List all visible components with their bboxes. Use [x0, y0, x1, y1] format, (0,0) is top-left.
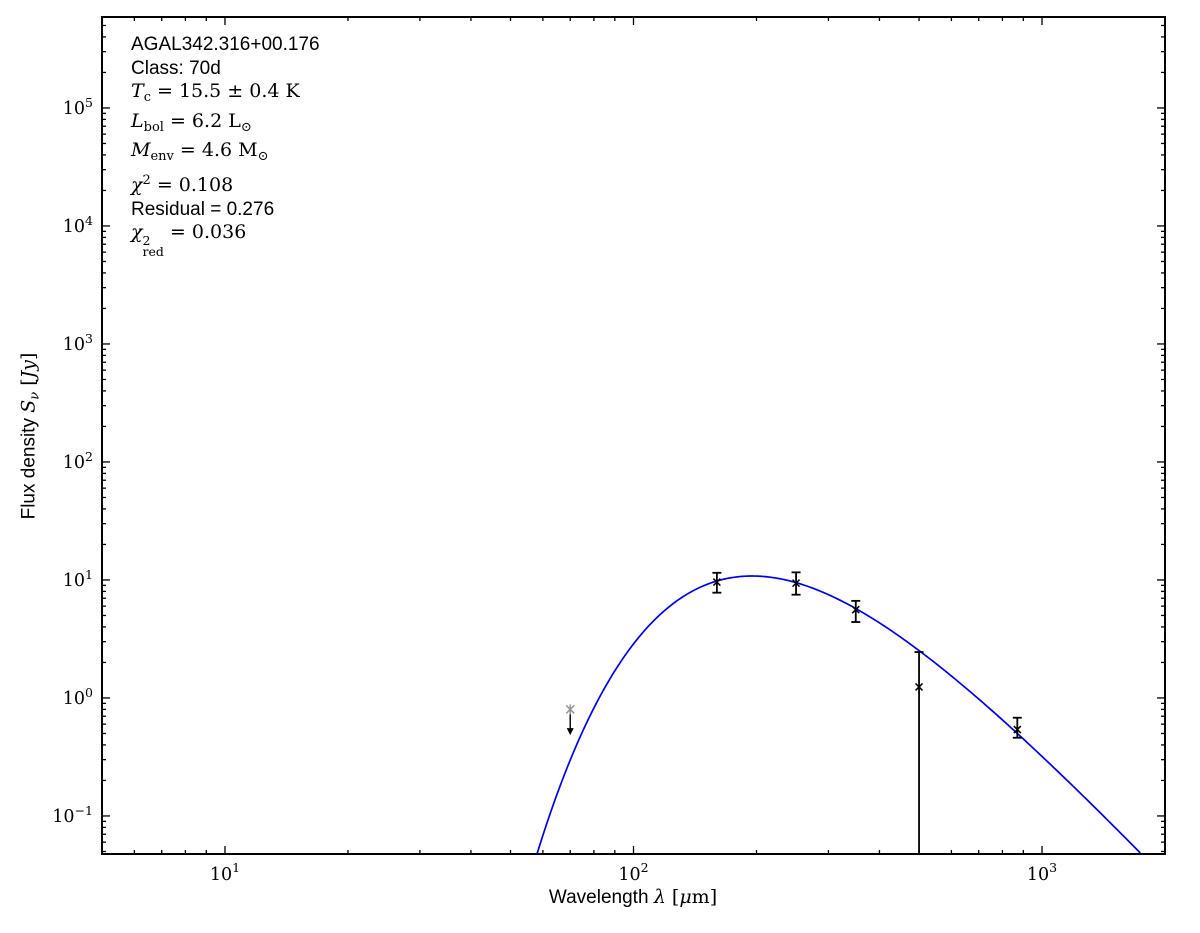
y-axis-label-text: Flux density	[18, 418, 40, 520]
math-subscript: env	[150, 149, 174, 165]
math-subscript: c	[143, 90, 151, 106]
x-tick-label: 101	[210, 860, 240, 885]
x-tick-label: 102	[618, 860, 648, 885]
fit-annotation: AGAL342.316+00.176 Class: 70d Tc = 15.5 …	[131, 33, 320, 260]
unit-close: ]	[17, 352, 40, 361]
temperature-line: Tc = 15.5 ± 0.4 K	[131, 80, 320, 110]
luminosity-line: Lbol = 6.2 L⊙	[131, 110, 320, 140]
class-line: Class: 70d	[131, 57, 221, 79]
math-symbol: χ	[131, 173, 143, 196]
sun-symbol: ⊙	[257, 149, 269, 165]
math-value: = 0.036	[163, 221, 247, 244]
math-value: = 0.108	[150, 173, 234, 196]
y-tick-label: 103	[63, 331, 93, 355]
y-tick-label: 102	[63, 449, 93, 473]
sun-symbol: ⊙	[240, 119, 252, 135]
data-point-marker	[792, 579, 801, 588]
mass-line: Menv = 4.6 M⊙	[131, 139, 320, 169]
y-tick-label: 10−1	[52, 803, 93, 827]
math-value: = 15.5 ± 0.4 K	[150, 80, 300, 103]
y-tick-label: 100	[63, 685, 93, 709]
greybody-fit-curve	[536, 575, 1141, 854]
x-tick-label: 103	[1027, 860, 1057, 885]
y-axis-label: Flux density Sν [Jy]	[18, 353, 43, 520]
math-superscript: 2	[142, 233, 151, 249]
unit-open: [	[665, 886, 680, 908]
space	[19, 413, 40, 418]
y-tick-label: 101	[63, 567, 93, 591]
math-symbol: M	[131, 139, 151, 162]
unit-open: [	[17, 378, 40, 392]
source-name: AGAL342.316+00.176	[131, 34, 320, 55]
math-superscript: 2	[142, 172, 151, 188]
math-subscript: red	[142, 244, 164, 260]
math-symbol: T	[131, 80, 144, 103]
lambda-symbol: λ	[653, 886, 666, 908]
unit-rest: m]	[691, 886, 718, 908]
math-supsub: 2 red	[142, 233, 164, 260]
math-symbol: χ	[131, 221, 143, 244]
residual-line: Residual = 0.276	[131, 198, 275, 220]
data-point-marker	[851, 605, 860, 614]
data-point-marker	[915, 682, 924, 691]
y-tick-label: 104	[63, 213, 93, 237]
math-symbol: L	[131, 109, 144, 132]
mu-symbol: μ	[679, 886, 692, 908]
chi2-line: χ2 = 0.108	[131, 169, 320, 198]
data-point-marker	[712, 578, 721, 587]
math-value: = 6.2 L	[163, 109, 241, 132]
math-subscript: bol	[143, 119, 164, 135]
unit-jy: Jy	[17, 360, 40, 379]
chi2red-line: χ 2 red = 0.036	[131, 221, 320, 260]
x-axis-label-text: Wavelength	[548, 887, 649, 908]
data-point-marker	[1013, 725, 1022, 734]
nu-subscript: ν	[27, 391, 43, 400]
flux-symbol: S	[17, 399, 40, 413]
x-axis-label: Wavelength λ [μm]	[549, 886, 717, 909]
math-value: = 4.6 M	[173, 139, 258, 162]
upper-limit-arrow-head	[566, 728, 574, 736]
y-tick-label: 105	[63, 95, 93, 119]
